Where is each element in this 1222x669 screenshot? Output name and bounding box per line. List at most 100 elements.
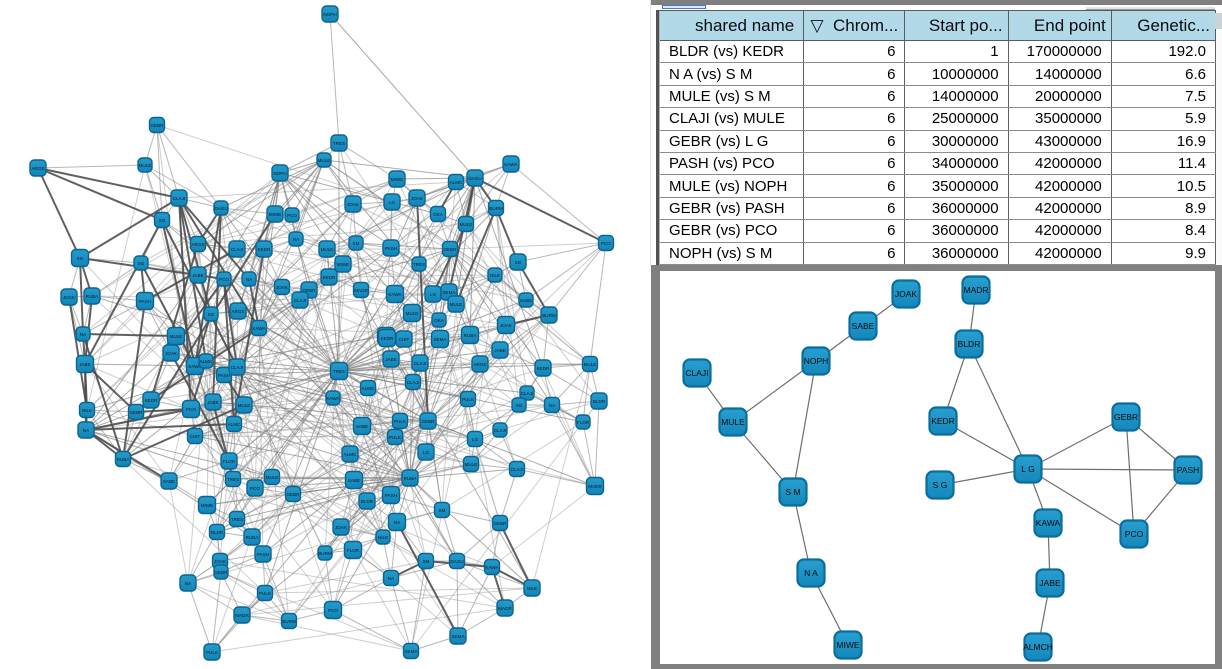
svg-text:LG: LG — [430, 292, 437, 297]
svg-text:MULE: MULE — [465, 462, 478, 467]
svg-text:NILE: NILE — [527, 586, 537, 591]
svg-text:RUBA: RUBA — [464, 333, 478, 338]
svg-text:CLAJI: CLAJI — [173, 196, 186, 201]
svg-text:ALMCH: ALMCH — [1023, 642, 1053, 652]
svg-text:RUBA: RUBA — [117, 457, 131, 462]
svg-text:S G: S G — [933, 480, 948, 490]
svg-text:NA: NA — [388, 576, 395, 581]
svg-text:MIWE: MIWE — [836, 640, 859, 650]
svg-text:MULE: MULE — [139, 163, 152, 168]
svg-text:TRES: TRES — [333, 369, 345, 374]
svg-text:KEDR: KEDR — [323, 275, 336, 280]
svg-text:NILE: NILE — [82, 408, 92, 413]
svg-text:JOAK: JOAK — [347, 202, 360, 207]
svg-text:JOAK: JOAK — [214, 559, 227, 564]
svg-text:CHIT: CHIT — [190, 434, 201, 439]
svg-text:RUBA: RUBA — [246, 535, 260, 540]
svg-text:NOPH: NOPH — [804, 356, 829, 366]
svg-text:SM: SM — [439, 508, 446, 513]
svg-text:SEMA: SEMA — [442, 290, 456, 295]
svg-text:PCO: PCO — [250, 486, 260, 491]
svg-text:KEDR: KEDR — [381, 336, 394, 341]
svg-text:JOAK: JOAK — [500, 323, 513, 328]
svg-text:SEMA: SEMA — [451, 634, 465, 639]
svg-text:MULE: MULE — [584, 362, 597, 367]
svg-text:JABE: JABE — [207, 400, 219, 405]
svg-text:SABE: SABE — [852, 321, 875, 331]
svg-text:LG: LG — [472, 437, 479, 442]
svg-text:SM: SM — [423, 559, 430, 564]
svg-text:SG: SG — [516, 403, 523, 408]
svg-text:KAWA: KAWA — [388, 292, 402, 297]
svg-text:CLAJI: CLAJI — [231, 365, 244, 370]
svg-text:PASH: PASH — [139, 299, 151, 304]
svg-text:BLDR: BLDR — [958, 339, 981, 349]
svg-text:NOPH: NOPH — [273, 171, 286, 176]
svg-text:TRES: TRES — [231, 517, 243, 522]
svg-text:JABE: JABE — [385, 357, 397, 362]
svg-text:SG: SG — [77, 256, 84, 261]
svg-text:JABE: JABE — [192, 273, 204, 278]
svg-text:MIWE: MIWE — [201, 503, 214, 508]
svg-text:GEBR: GEBR — [214, 570, 228, 575]
svg-text:OKA: OKA — [433, 212, 444, 217]
svg-text:TRES: TRES — [333, 141, 345, 146]
svg-text:S M: S M — [785, 487, 800, 497]
svg-text:MULE: MULE — [450, 302, 463, 307]
svg-text:PASH: PASH — [218, 373, 230, 378]
svg-text:PCO: PCO — [219, 277, 229, 282]
svg-text:KEDR: KEDR — [258, 247, 271, 252]
svg-text:DAGU: DAGU — [214, 206, 227, 211]
svg-text:NA: NA — [185, 581, 192, 586]
svg-text:ALMC: ALMC — [200, 359, 213, 364]
svg-text:NA: NA — [293, 237, 300, 242]
svg-text:KAWA: KAWA — [188, 364, 202, 369]
svg-text:MULE: MULE — [721, 417, 745, 427]
svg-text:SABE: SABE — [520, 298, 532, 303]
svg-text:JOAK: JOAK — [411, 196, 424, 201]
svg-text:GEBR: GEBR — [1114, 412, 1138, 422]
svg-text:SG: SG — [159, 218, 166, 223]
svg-text:SG: SG — [208, 312, 215, 317]
svg-text:MADR: MADR — [498, 606, 512, 611]
svg-text:MULE: MULE — [238, 403, 251, 408]
svg-text:NA: NA — [83, 428, 90, 433]
svg-text:MULE: MULE — [318, 158, 331, 163]
svg-text:JOAK: JOAK — [165, 351, 178, 356]
svg-text:NA: NA — [549, 403, 556, 408]
svg-text:PCO: PCO — [186, 407, 196, 412]
svg-text:SABE: SABE — [163, 479, 175, 484]
svg-text:JABE: JABE — [494, 348, 506, 353]
svg-text:CLAJI: CLAJI — [521, 391, 534, 396]
svg-text:MADR: MADR — [354, 288, 368, 293]
svg-text:GEBR: GEBR — [493, 521, 507, 526]
svg-text:ALMC: ALMC — [362, 386, 375, 391]
svg-text:CLAJI: CLAJI — [511, 467, 524, 472]
svg-text:NA: NA — [80, 332, 87, 337]
svg-text:MADR: MADR — [235, 613, 249, 618]
svg-text:ARGE: ARGE — [191, 242, 204, 247]
svg-text:KAWA: KAWA — [252, 326, 266, 331]
svg-text:MADR: MADR — [588, 484, 602, 489]
svg-text:BURM: BURM — [318, 551, 332, 556]
svg-text:PASH: PASH — [385, 246, 397, 251]
svg-text:BLDR: BLDR — [211, 530, 224, 535]
svg-text:PASH: PASH — [1177, 465, 1200, 475]
svg-text:PULK: PULK — [259, 591, 272, 596]
svg-text:NA: NA — [394, 520, 401, 525]
svg-text:BURM: BURM — [489, 206, 503, 211]
svg-text:ARGE: ARGE — [31, 166, 44, 171]
svg-text:CLAJI: CLAJI — [407, 380, 420, 385]
svg-text:LG: LG — [423, 450, 430, 455]
svg-text:NILE: NILE — [378, 535, 388, 540]
svg-text:CLAJI: CLAJI — [494, 428, 507, 433]
svg-text:GEBR: GEBR — [421, 419, 435, 424]
svg-text:PCO: PCO — [287, 213, 297, 218]
svg-text:GEBR: GEBR — [150, 123, 164, 128]
svg-text:JABE: JABE — [79, 362, 91, 367]
svg-text:NILE: NILE — [490, 273, 500, 278]
svg-text:KAWA: KAWA — [1036, 518, 1061, 528]
svg-text:NA: NA — [246, 277, 253, 282]
svg-text:L G: L G — [1021, 464, 1034, 474]
svg-text:SEMA: SEMA — [404, 649, 418, 654]
